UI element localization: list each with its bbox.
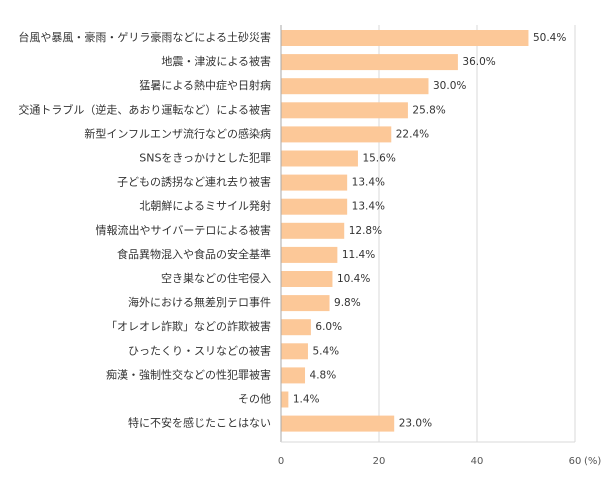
category-label: 海外における無差別テロ事件 xyxy=(128,295,271,309)
category-label: その他 xyxy=(238,393,271,406)
bar xyxy=(281,391,289,408)
category-label: SNSをきっかけとした犯罪 xyxy=(139,152,271,165)
category-label: 空き巣などの住宅侵入 xyxy=(161,271,271,285)
category-label: 台風や暴風・豪雨・ゲリラ豪雨などによる土砂災害 xyxy=(18,30,271,44)
value-label: 25.8% xyxy=(412,104,445,116)
value-label: 36.0% xyxy=(462,56,495,68)
x-tick-label: 40 xyxy=(471,456,484,467)
category-label: 猛暑による熱中症や日射病 xyxy=(139,78,271,92)
x-tick-label: 0 xyxy=(278,456,284,467)
bar xyxy=(281,30,529,46)
value-label: 50.4% xyxy=(533,32,566,44)
value-label: 13.4% xyxy=(352,177,385,189)
x-tick-label: 60 xyxy=(569,456,582,467)
category-label: 特に不安を感じたことはない xyxy=(128,416,271,430)
bar xyxy=(281,319,311,336)
value-label: 13.4% xyxy=(352,201,385,213)
value-label: 9.8% xyxy=(334,297,361,309)
bar xyxy=(281,102,408,119)
value-label: 1.4% xyxy=(293,394,320,406)
bar xyxy=(281,415,395,432)
value-labels: 50.4% 36.0% 30.0% 25.8% 22.4% 15.6% 13.4% 13.4%… xyxy=(293,32,566,430)
category-label: 北朝鮮によるミサイル発射 xyxy=(139,199,271,213)
value-label: 15.6% xyxy=(362,153,395,165)
value-label: 22.4% xyxy=(396,128,429,140)
bar xyxy=(281,174,348,191)
category-label: 情報流出やサイバーテロによる被害 xyxy=(96,223,271,237)
bar xyxy=(281,222,345,239)
category-label: 食品異物混入や食品の安全基準 xyxy=(117,247,271,261)
bar xyxy=(281,343,308,360)
value-label: 23.0% xyxy=(399,418,432,430)
x-axis-ticks: 0 20 40 60 xyxy=(278,456,582,467)
category-label: 痴漢・強制性交などの性犯罪被害 xyxy=(106,367,271,381)
value-label: 4.8% xyxy=(310,369,337,381)
category-label: ひったくり・スリなどの被害 xyxy=(128,343,271,357)
category-label: 子どもの誘拐など連れ去り被害 xyxy=(117,175,271,189)
x-tick-label: 20 xyxy=(373,456,386,467)
category-label: 地震・津波による被害 xyxy=(161,54,271,68)
value-label: 12.8% xyxy=(349,225,382,237)
category-labels: 台風や暴風・豪雨・ゲリラ豪雨などによる土砂災害地震・津波による被害猛暑による熱中… xyxy=(18,30,271,430)
bar xyxy=(281,367,306,384)
grid-lines xyxy=(280,25,576,443)
value-label: 5.4% xyxy=(312,345,339,357)
value-label: 11.4% xyxy=(342,249,375,261)
bar xyxy=(281,54,458,71)
bar xyxy=(281,295,330,312)
bar xyxy=(281,150,358,167)
value-label: 10.4% xyxy=(337,273,370,285)
value-label: 30.0% xyxy=(433,80,466,92)
x-axis-unit: (%) xyxy=(584,456,601,467)
category-label: 新型インフルエンザ流行などの感染病 xyxy=(84,126,271,140)
bar xyxy=(281,246,338,263)
bar xyxy=(281,198,348,215)
bar xyxy=(281,126,392,143)
value-label: 6.0% xyxy=(315,321,342,333)
bar xyxy=(281,271,333,287)
category-label: 「オレオレ詐欺」などの詐欺被害 xyxy=(106,319,271,333)
category-label: 交通トラブル（逆走、あおり運転など）による被害 xyxy=(18,102,271,116)
bar xyxy=(281,78,429,95)
bars xyxy=(281,30,529,432)
